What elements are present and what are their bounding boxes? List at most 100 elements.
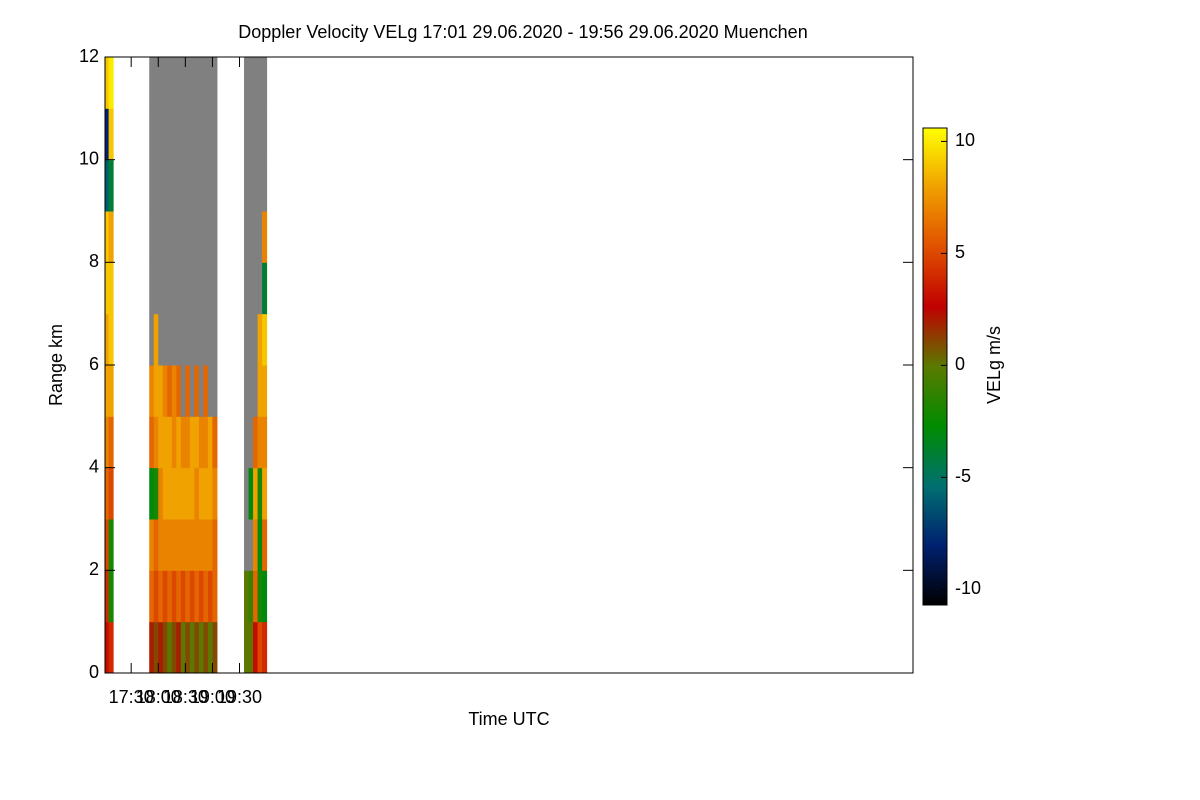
cell <box>108 621 114 673</box>
cell <box>180 159 186 212</box>
cell <box>108 108 114 161</box>
cell <box>244 621 250 673</box>
cell <box>180 211 186 263</box>
cell <box>158 416 164 469</box>
cell <box>244 57 250 109</box>
cell <box>189 416 195 469</box>
cell <box>203 108 209 161</box>
cell <box>189 467 195 520</box>
cell <box>176 519 182 571</box>
cell <box>262 416 268 469</box>
x-tick-label: 18:00 <box>136 687 181 707</box>
cell <box>189 621 195 673</box>
cell <box>153 159 159 212</box>
cell <box>162 416 168 469</box>
cell <box>194 416 200 469</box>
cell <box>198 365 204 417</box>
cell <box>153 108 159 161</box>
y-tick-label: 10 <box>79 148 99 168</box>
cell <box>171 211 177 263</box>
cell <box>158 467 164 520</box>
cell <box>153 621 159 673</box>
cell <box>185 416 191 469</box>
cell <box>198 211 204 263</box>
cell <box>162 519 168 571</box>
cell <box>194 467 200 520</box>
cell <box>248 57 254 109</box>
cell <box>194 621 200 673</box>
cell <box>207 262 213 315</box>
x-tick-label: 19:30 <box>217 687 262 707</box>
cell <box>158 108 164 161</box>
cell <box>180 365 186 417</box>
cell <box>105 519 110 571</box>
x-tick-label: 17:30 <box>109 687 154 707</box>
cell <box>158 570 164 623</box>
cell <box>149 621 155 673</box>
cell <box>198 57 204 109</box>
cell <box>194 313 200 366</box>
cell <box>158 262 164 315</box>
cell <box>167 57 173 109</box>
cell <box>253 211 259 263</box>
colorbar <box>922 127 948 606</box>
cell <box>180 416 186 469</box>
cell <box>244 570 250 623</box>
cell <box>262 57 268 109</box>
cell <box>167 211 173 263</box>
cell <box>162 570 168 623</box>
cell <box>253 365 259 417</box>
cell <box>253 621 259 673</box>
cell <box>262 621 268 673</box>
cell <box>198 519 204 571</box>
colorbar-tick-label: 10 <box>955 130 975 150</box>
cell <box>105 570 110 623</box>
cell <box>158 159 164 212</box>
cell <box>248 570 254 623</box>
cell <box>203 467 209 520</box>
cell <box>180 621 186 673</box>
cell <box>158 57 164 109</box>
cell <box>158 621 164 673</box>
heatmap <box>105 57 268 673</box>
cell <box>105 467 110 520</box>
cell <box>189 57 195 109</box>
cell <box>105 159 110 212</box>
cell <box>203 159 209 212</box>
cell <box>153 365 159 417</box>
plot-frame <box>104 56 914 674</box>
cell <box>105 416 110 469</box>
cell <box>108 262 114 315</box>
cell <box>203 365 209 417</box>
cell <box>194 57 200 109</box>
cell <box>176 621 182 673</box>
chart-title: Doppler Velocity VELg 17:01 29.06.2020 -… <box>238 22 807 42</box>
cell <box>105 621 110 673</box>
cell <box>162 467 168 520</box>
cell <box>180 262 186 315</box>
cell <box>189 262 195 315</box>
cell <box>257 416 263 469</box>
cell <box>149 519 155 571</box>
cell <box>167 621 173 673</box>
cell <box>176 108 182 161</box>
cell <box>248 313 254 366</box>
cell <box>253 570 259 623</box>
cell <box>244 416 250 469</box>
cell <box>149 416 155 469</box>
cell <box>158 519 164 571</box>
cell <box>158 313 164 366</box>
cell <box>194 519 200 571</box>
cell <box>185 108 191 161</box>
cell <box>212 211 218 263</box>
cell <box>262 262 268 315</box>
cell <box>176 262 182 315</box>
cell <box>248 365 254 417</box>
cell <box>153 262 159 315</box>
cell <box>185 211 191 263</box>
cell <box>171 467 177 520</box>
cell <box>253 262 259 315</box>
cell <box>262 211 268 263</box>
y-tick-label: 0 <box>89 662 99 682</box>
cell <box>244 519 250 571</box>
